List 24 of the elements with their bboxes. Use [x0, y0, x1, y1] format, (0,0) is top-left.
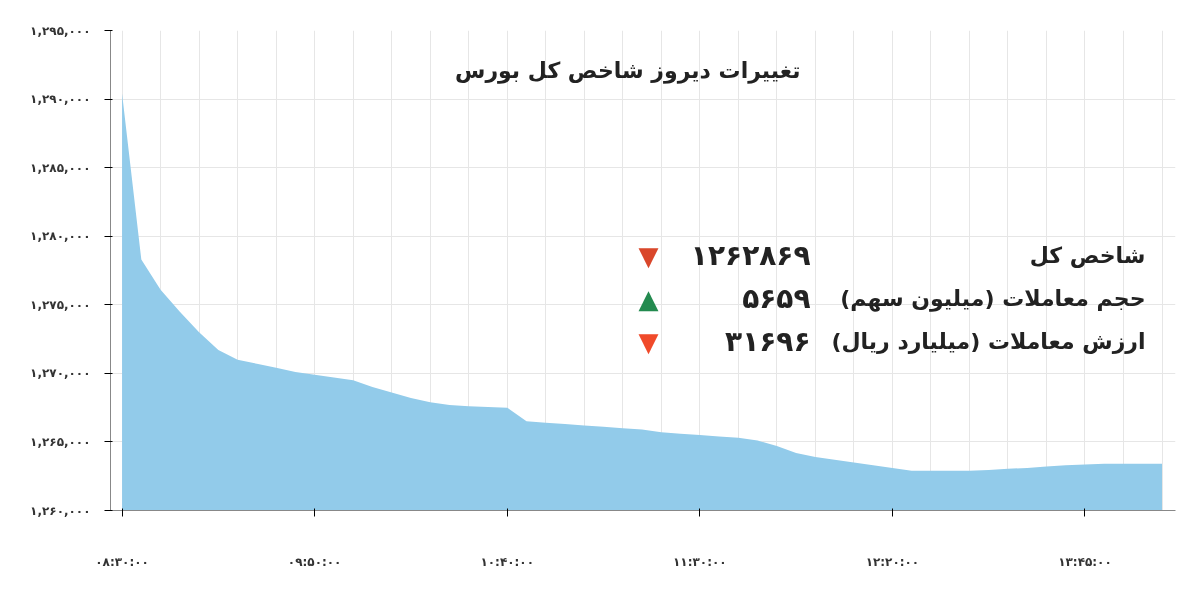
annotation: ۱۲۶۲۸۶۹	[690, 239, 811, 272]
annotation: ▼	[638, 326, 659, 357]
y-tick-label: ۱,۲۷۵,۰۰۰	[30, 297, 91, 312]
annotation: حجم معاملات (میلیون سهم)	[840, 286, 1146, 312]
x-tick-label: ۰۸:۳۰:۰۰	[95, 554, 149, 569]
y-tick-label: ۱,۲۸۵,۰۰۰	[30, 160, 91, 175]
x-tick-label: ۱۳:۴۵:۰۰	[1058, 554, 1112, 569]
y-tick-label: ۱,۲۷۰,۰۰۰	[30, 366, 91, 381]
text: تغییرات دیروز شاخص کل بورس	[455, 58, 801, 84]
annotation: ▲	[638, 283, 659, 314]
y-tick-label: ۱,۲۹۵,۰۰۰	[30, 23, 91, 38]
x-tick-label: ۱۰:۴۰:۰۰	[480, 554, 534, 569]
annotation: ۳۱۶۹۶	[725, 325, 811, 358]
annotation: شاخص کل	[1029, 243, 1146, 268]
y-tick-label: ۱,۲۶۰,۰۰۰	[30, 503, 91, 518]
y-tick-label: ۱,۲۹۰,۰۰۰	[30, 92, 91, 107]
annotation: ۵۶۵۹	[742, 282, 811, 315]
x-tick-label: ۱۲:۲۰:۰۰	[865, 554, 920, 569]
y-tick-label: ۱,۲۶۵,۰۰۰	[30, 434, 91, 449]
x-tick-label: ۱۱:۳۰:۰۰	[673, 554, 727, 569]
y-tick-label: ۱,۲۸۰,۰۰۰	[30, 229, 91, 244]
x-tick-label: ۰۹:۵۰:۰۰	[287, 554, 342, 569]
annotation: ارزش معاملات (میلیارد ریال)	[831, 329, 1146, 354]
annotation: ▼	[638, 240, 659, 271]
